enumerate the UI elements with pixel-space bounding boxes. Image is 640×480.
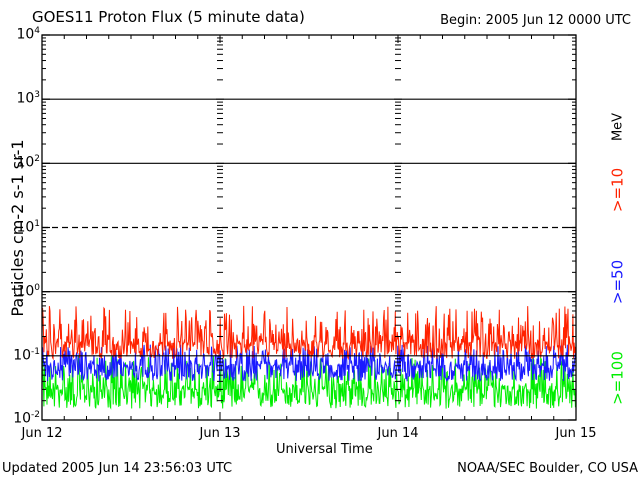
x-tick-label: Jun 15 <box>555 426 597 441</box>
y-tick-base: 10 <box>16 90 35 107</box>
y-tick-base: 10 <box>16 154 35 171</box>
channel-label-100mev: >=100 <box>608 351 627 405</box>
x-tick-label: Jun 14 <box>377 426 419 441</box>
data-series-layer <box>41 305 577 410</box>
y-tick-label: 102 <box>16 155 40 170</box>
x-tick-label: Jun 12 <box>21 426 63 441</box>
y-tick-label: 10-1 <box>13 346 40 364</box>
channel-label-10mev: >=10 <box>608 167 627 213</box>
y-tick-exponent: 0 <box>34 282 40 293</box>
x-tick-label: Jun 13 <box>199 426 241 441</box>
y-tick-exponent: -1 <box>31 346 40 357</box>
y-axis-label-text: Particles cm-2 s-1 sr-1 <box>8 139 27 317</box>
y-tick-base: 10 <box>16 219 35 236</box>
x-axis-label: Universal Time <box>276 442 373 457</box>
tick-layer <box>41 34 577 421</box>
series-line <box>41 305 577 361</box>
y-tick-label: 10-2 <box>13 411 40 426</box>
begin-time: Begin: 2005 Jun 12 0000 UTC <box>440 13 631 28</box>
grid-layer <box>42 98 576 357</box>
y-axis-label: Particles cm-2 s-1 sr-1 <box>8 139 27 317</box>
y-tick-label: 104 <box>16 27 40 42</box>
y-tick-base: 10 <box>16 283 35 300</box>
y-tick-exponent: 1 <box>34 218 40 229</box>
y-tick-label: 100 <box>16 282 40 300</box>
y-tick-base: 10 <box>13 347 32 364</box>
y-tick-base: 10 <box>16 26 35 43</box>
y-tick-label: 101 <box>16 218 40 236</box>
y-tick-base: 10 <box>13 410 32 427</box>
y-tick-exponent: 3 <box>34 90 40 101</box>
y-tick-exponent: 4 <box>34 26 40 36</box>
y-tick-exponent: 2 <box>34 154 40 165</box>
updated-timestamp: Updated 2005 Jun 14 23:56:03 UTC <box>2 461 233 476</box>
y-tick-exponent: -2 <box>31 410 40 420</box>
energy-unit-label: MeV <box>610 112 626 142</box>
chart-title: GOES11 Proton Flux (5 minute data) <box>32 8 305 26</box>
series-line <box>41 344 577 383</box>
series-line <box>41 355 577 410</box>
y-tick-label: 103 <box>16 91 40 106</box>
channel-label-50mev: >=50 <box>608 259 627 305</box>
credit-line: NOAA/SEC Boulder, CO USA <box>457 461 638 476</box>
